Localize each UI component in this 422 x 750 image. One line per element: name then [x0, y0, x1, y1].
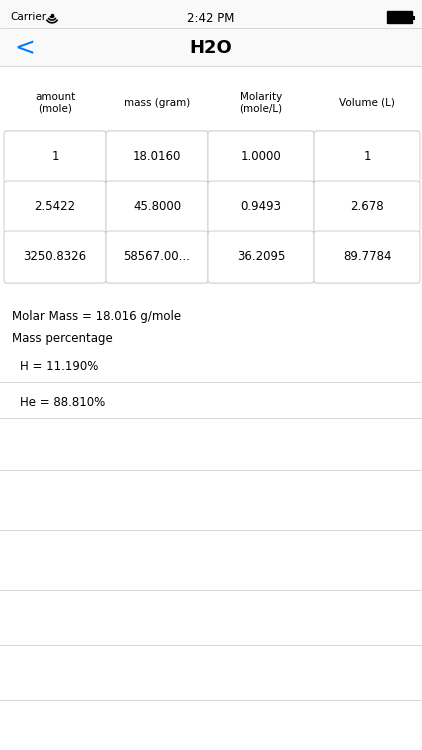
Text: H2O: H2O	[189, 39, 233, 57]
FancyBboxPatch shape	[208, 181, 314, 233]
Text: 2.678: 2.678	[350, 200, 384, 214]
FancyBboxPatch shape	[314, 131, 420, 183]
Text: 2.5422: 2.5422	[35, 200, 76, 214]
FancyBboxPatch shape	[314, 181, 420, 233]
Text: 0.9493: 0.9493	[241, 200, 281, 214]
Text: 58567.00...: 58567.00...	[124, 251, 190, 263]
Text: mass (gram): mass (gram)	[124, 98, 190, 107]
FancyBboxPatch shape	[208, 131, 314, 183]
Text: Mass percentage: Mass percentage	[12, 332, 113, 345]
Text: 1: 1	[51, 151, 59, 164]
Text: Molarity
(mole/L): Molarity (mole/L)	[239, 92, 283, 113]
Text: He = 88.810%: He = 88.810%	[20, 396, 105, 409]
FancyBboxPatch shape	[208, 231, 314, 283]
Text: 3250.8326: 3250.8326	[24, 251, 87, 263]
FancyBboxPatch shape	[4, 231, 106, 283]
Text: 89.7784: 89.7784	[343, 251, 391, 263]
FancyBboxPatch shape	[314, 231, 420, 283]
Text: Carrier: Carrier	[10, 12, 46, 22]
Text: Volume (L): Volume (L)	[339, 98, 395, 107]
FancyBboxPatch shape	[106, 131, 208, 183]
Text: Molar Mass = 18.016 g/mole: Molar Mass = 18.016 g/mole	[12, 310, 181, 323]
Bar	[412, 16, 414, 20]
Text: H = 11.190%: H = 11.190%	[20, 360, 98, 373]
FancyBboxPatch shape	[106, 181, 208, 233]
Text: 45.8000: 45.8000	[133, 200, 181, 214]
Bar	[4, 130, 420, 284]
Text: 36.2095: 36.2095	[237, 251, 285, 263]
Text: 1.0000: 1.0000	[241, 151, 281, 164]
Text: amount
(mole): amount (mole)	[35, 92, 75, 113]
FancyBboxPatch shape	[4, 181, 106, 233]
Text: 1: 1	[363, 151, 371, 164]
FancyBboxPatch shape	[106, 231, 208, 283]
Text: 18.0160: 18.0160	[133, 151, 181, 164]
Text: 2:42 PM: 2:42 PM	[187, 12, 235, 25]
Bar	[0, 0, 422, 66]
Text: <: <	[14, 36, 35, 60]
FancyBboxPatch shape	[387, 11, 412, 23]
FancyBboxPatch shape	[4, 131, 106, 183]
